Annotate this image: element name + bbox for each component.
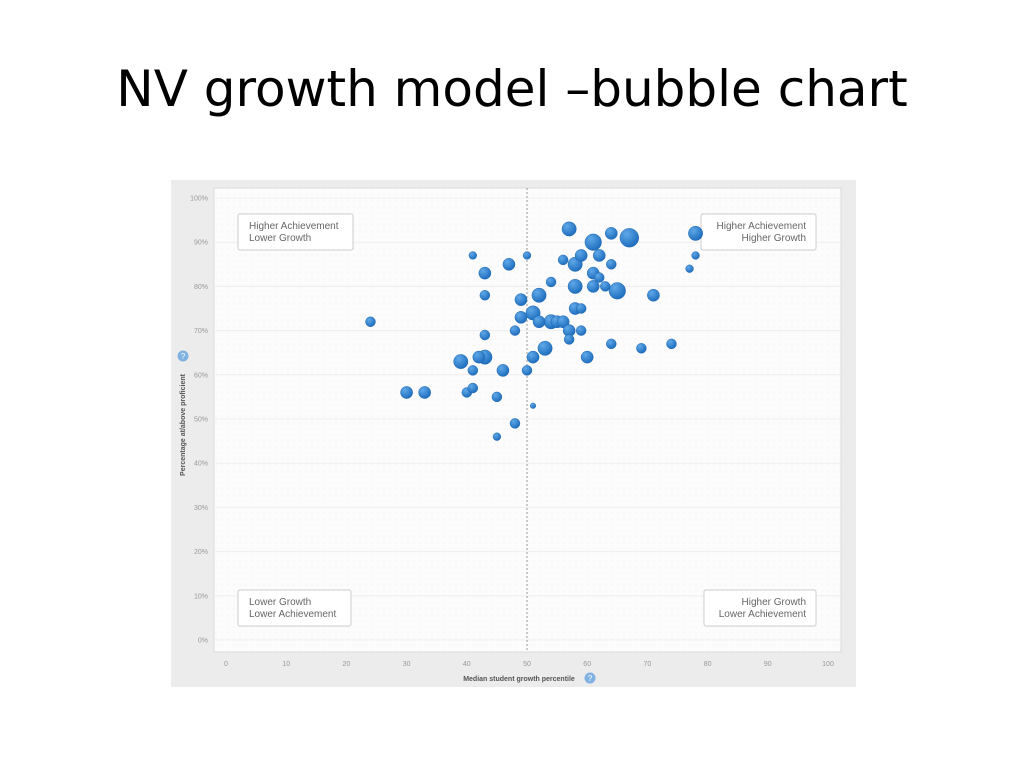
bubble-point[interactable]	[453, 354, 469, 369]
bubble-point[interactable]	[526, 350, 540, 364]
x-axis-ticks: 0 10 20 30 40 50 60 70 80 90 100	[224, 661, 834, 668]
bubble-point[interactable]	[666, 338, 677, 350]
y-tick-label: 40%	[194, 461, 208, 468]
y-axis-title: Percentage at/above proficient	[180, 373, 187, 476]
quadrant-top-left-line1: Higher Achievement	[249, 221, 339, 232]
bubble-point[interactable]	[574, 249, 588, 262]
bubble-point[interactable]	[478, 266, 492, 280]
bubble-point[interactable]	[592, 249, 606, 262]
bubble-point[interactable]	[636, 343, 647, 354]
x-tick-label: 10	[282, 661, 290, 668]
y-help-glyph: ?	[181, 352, 186, 361]
y-axis-ticks: 0% 10% 20% 30% 40% 50% 60% 70% 80% 90% 100%	[190, 196, 208, 645]
bubble-chart-svg: 0% 10% 20% 30% 40% 50% 60% 70% 80% 90% 100% 0 10 20 3…	[177, 187, 842, 684]
bubble-point[interactable]	[492, 432, 502, 441]
bubble-point[interactable]	[580, 350, 594, 364]
bubble-point[interactable]	[606, 259, 617, 270]
slide-title: NV growth model –bubble chart	[116, 60, 908, 118]
bubble-point[interactable]	[496, 364, 510, 377]
bubble-point[interactable]	[688, 225, 703, 241]
y-tick-label: 50%	[194, 417, 208, 424]
y-tick-label: 80%	[194, 284, 208, 291]
bubble-point[interactable]	[530, 402, 537, 409]
bubble-point[interactable]	[467, 382, 479, 394]
bubble-point[interactable]	[531, 287, 547, 303]
bubble-point[interactable]	[502, 258, 516, 271]
x-tick-label: 80	[704, 661, 712, 668]
bubble-point[interactable]	[604, 227, 618, 240]
x-tick-label: 20	[343, 661, 351, 668]
bubble-point[interactable]	[575, 325, 587, 336]
quadrant-label-bottom-right: Higher Growth Lower Achievement	[703, 589, 817, 627]
bubble-point[interactable]	[584, 233, 602, 251]
bubble-point[interactable]	[532, 315, 546, 329]
bubble-point[interactable]	[365, 316, 376, 327]
bubble-point[interactable]	[608, 282, 626, 300]
y-tick-label: 20%	[194, 549, 208, 556]
bubble-point[interactable]	[567, 279, 583, 294]
x-tick-label: 70	[644, 661, 652, 668]
bubble-point[interactable]	[545, 276, 557, 288]
x-tick-label: 60	[583, 661, 591, 668]
bubble-point[interactable]	[691, 251, 700, 260]
y-axis-help-icon[interactable]: ?	[177, 350, 189, 362]
quadrant-bottom-right-line2: Lower Achievement	[719, 609, 806, 620]
bubble-point[interactable]	[586, 280, 600, 293]
quadrant-top-right-line2: Higher Growth	[742, 233, 806, 244]
quadrant-label-bottom-left: Lower Growth Lower Achievement	[237, 589, 352, 627]
quadrant-bottom-right-line1: Higher Growth	[742, 597, 806, 608]
quadrant-label-top-right: Higher Achievement Higher Growth	[700, 213, 817, 251]
x-help-glyph: ?	[588, 674, 593, 683]
bubble-point[interactable]	[479, 290, 491, 301]
bubble-point[interactable]	[563, 334, 575, 345]
bubble-point[interactable]	[468, 251, 477, 260]
quadrant-top-right-line1: Higher Achievement	[717, 221, 807, 232]
bubble-point[interactable]	[400, 386, 413, 399]
x-axis-help-icon[interactable]: ?	[584, 672, 596, 684]
bubble-point[interactable]	[472, 350, 486, 364]
x-tick-label: 100	[822, 661, 834, 668]
bubbles-layer	[365, 221, 703, 441]
bubble-point[interactable]	[522, 251, 532, 260]
bubble-point[interactable]	[418, 386, 431, 399]
y-tick-label: 100%	[190, 196, 208, 203]
bubble-chart: 0% 10% 20% 30% 40% 50% 60% 70% 80% 90% 100% 0 10 20 3…	[171, 180, 856, 687]
y-tick-label: 60%	[194, 372, 208, 379]
x-tick-label: 90	[764, 661, 772, 668]
bubble-point[interactable]	[467, 365, 479, 376]
x-tick-label: 50	[523, 661, 531, 668]
bubble-point[interactable]	[557, 254, 569, 266]
bubble-point[interactable]	[537, 340, 553, 356]
x-tick-label: 40	[463, 661, 471, 668]
bubble-point[interactable]	[509, 418, 521, 429]
y-tick-label: 90%	[194, 240, 208, 247]
bubble-point[interactable]	[647, 288, 660, 302]
bubble-point[interactable]	[491, 391, 503, 403]
bubble-point[interactable]	[514, 293, 528, 306]
x-tick-label: 0	[224, 661, 228, 668]
y-tick-label: 70%	[194, 328, 208, 335]
bubble-point[interactable]	[514, 311, 528, 324]
bubble-point[interactable]	[619, 228, 639, 248]
x-axis-title: Median student growth percentile	[463, 676, 575, 683]
x-tick-label: 30	[403, 661, 411, 668]
bubble-point[interactable]	[600, 281, 611, 292]
bubble-point[interactable]	[509, 325, 521, 336]
bubble-point[interactable]	[561, 221, 577, 237]
bubble-point[interactable]	[575, 303, 587, 314]
y-tick-label: 30%	[194, 505, 208, 512]
quadrant-bottom-left-line2: Lower Achievement	[249, 609, 336, 620]
y-tick-label: 0%	[198, 638, 208, 645]
quadrant-bottom-left-line1: Lower Growth	[249, 597, 311, 608]
bubble-point[interactable]	[594, 272, 605, 283]
quadrant-top-left-line2: Lower Growth	[249, 233, 311, 244]
quadrant-label-top-left: Higher Achievement Lower Growth	[237, 213, 354, 251]
bubble-point[interactable]	[521, 365, 533, 376]
bubble-point[interactable]	[685, 264, 694, 273]
y-tick-label: 10%	[194, 593, 208, 600]
bubble-point[interactable]	[606, 338, 617, 350]
bubble-point[interactable]	[479, 329, 491, 341]
bubble-point[interactable]	[556, 315, 570, 329]
